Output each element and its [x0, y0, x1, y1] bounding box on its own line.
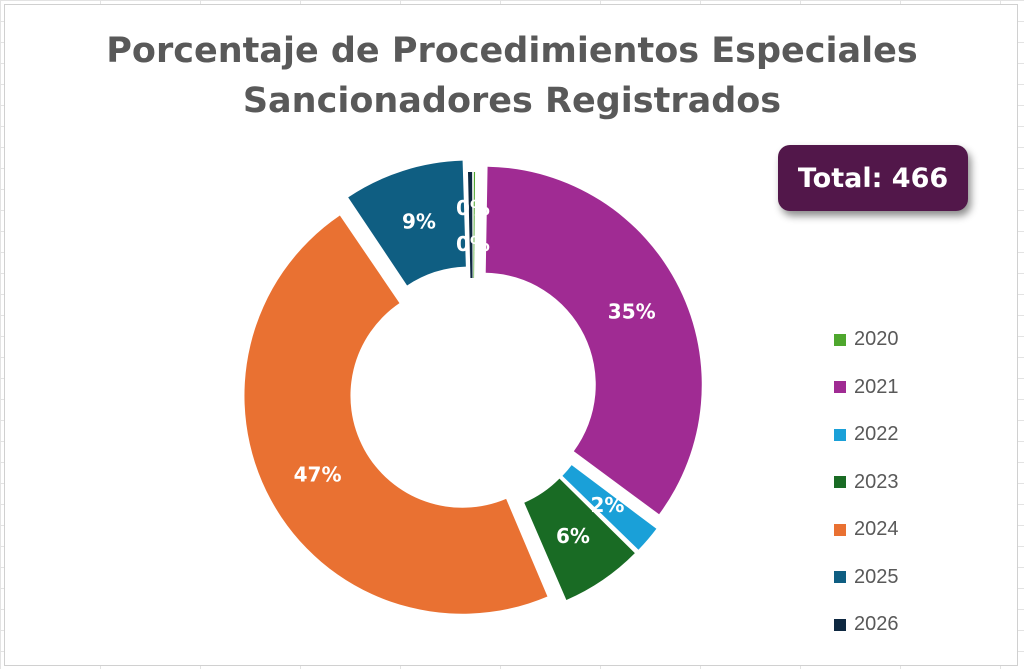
data-label-2025: 9% [402, 209, 436, 233]
legend-item-2022: 2022 [834, 411, 899, 459]
legend-item-2023: 2023 [834, 459, 899, 507]
data-label-2020: 0% [456, 232, 490, 256]
legend: 2020 2021 2022 2023 2024 2025 2026 [834, 316, 899, 649]
slice-2020[interactable] [473, 172, 476, 279]
legend-swatch [834, 618, 846, 631]
slice-2026[interactable] [467, 172, 473, 279]
legend-swatch [834, 381, 846, 394]
legend-swatch [834, 428, 846, 441]
data-label-2023: 6% [556, 524, 590, 548]
legend-swatch [834, 333, 846, 346]
legend-label: 2021 [854, 375, 899, 398]
data-label-2026: 0% [456, 196, 490, 220]
title-line-1: Porcentaje de Procedimientos Especiales [106, 31, 918, 71]
legend-label: 2020 [854, 328, 899, 351]
legend-item-2024: 2024 [834, 506, 899, 554]
legend-swatch [834, 476, 846, 489]
legend-swatch [834, 571, 846, 584]
legend-item-2025: 2025 [834, 554, 899, 602]
slice-2022[interactable] [562, 465, 657, 550]
legend-label: 2022 [854, 423, 899, 446]
slice-2023[interactable] [524, 478, 635, 600]
legend-label: 2025 [854, 565, 899, 588]
chart-title: Porcentaje de Procedimientos Especiales … [0, 26, 1024, 126]
slice-2024[interactable] [244, 215, 548, 614]
total-badge: Total: 466 [778, 145, 968, 211]
data-label-2021: 35% [608, 300, 656, 324]
legend-item-2021: 2021 [834, 364, 899, 412]
title-line-2: Sancionadores Registrados [242, 81, 782, 121]
slice-2025[interactable] [348, 160, 466, 286]
slice-2021[interactable] [485, 166, 702, 515]
data-label-2024: 47% [294, 463, 342, 487]
legend-label: 2026 [854, 613, 899, 636]
legend-item-2026: 2026 [834, 601, 899, 649]
legend-label: 2024 [854, 518, 899, 541]
data-label-2022: 2% [590, 493, 624, 517]
legend-swatch [834, 523, 846, 536]
legend-label: 2023 [854, 470, 899, 493]
legend-item-2020: 2020 [834, 316, 899, 364]
